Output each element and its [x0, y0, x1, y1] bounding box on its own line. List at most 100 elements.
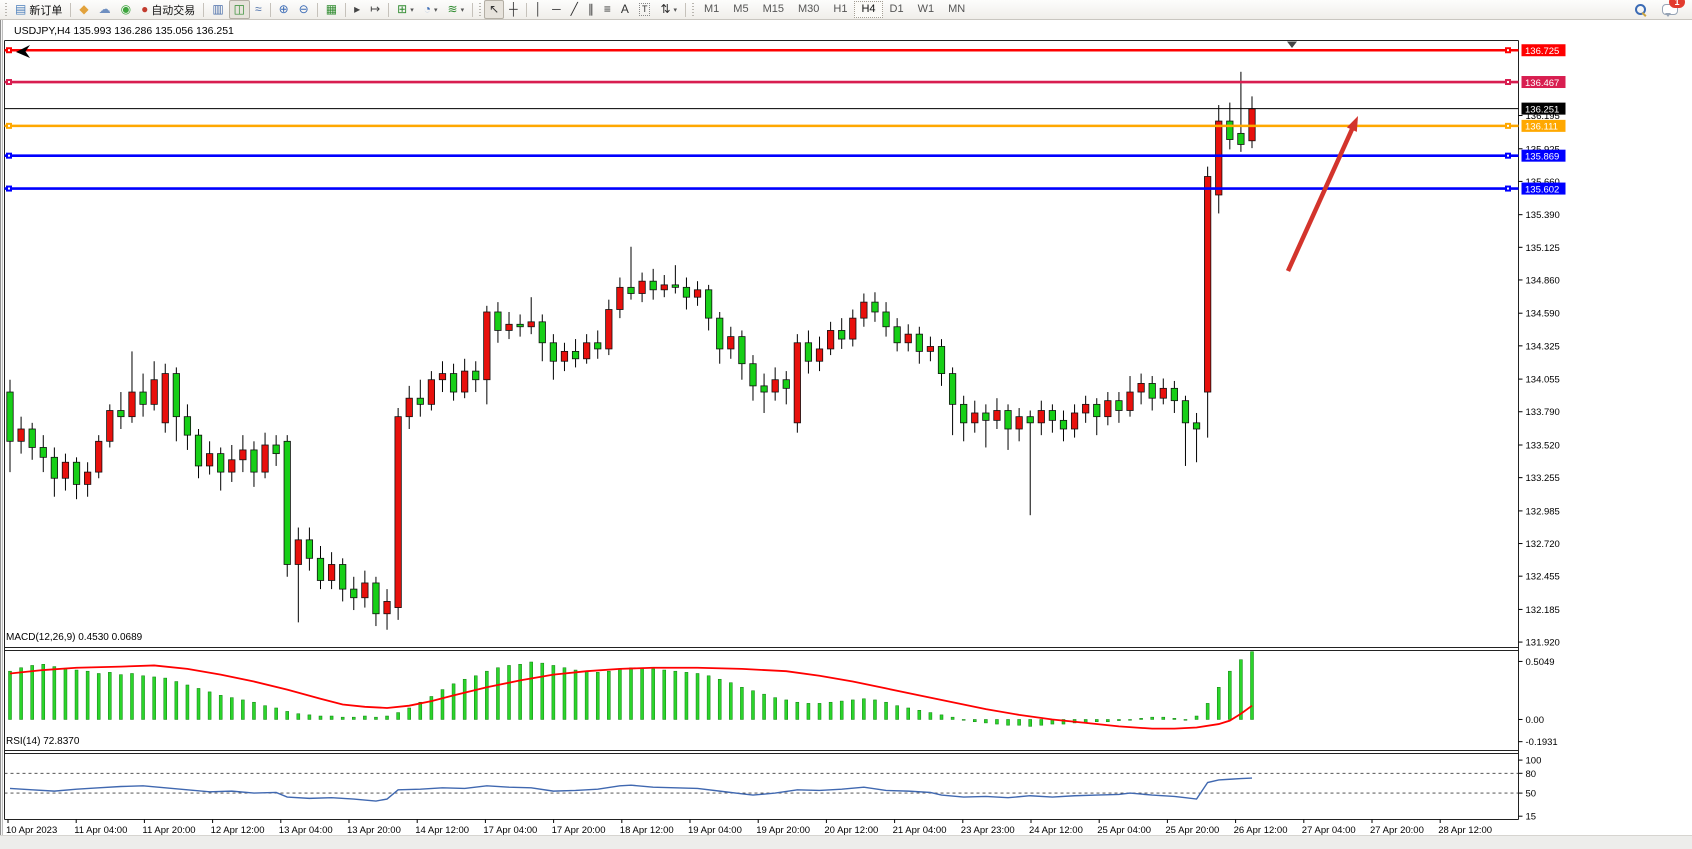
- price-badge-136.251: [1521, 102, 1566, 115]
- svg-text:11 Apr 04:00: 11 Apr 04:00: [74, 825, 127, 836]
- auto-scroll-button[interactable]: ▸: [349, 0, 365, 19]
- svg-text:14 Apr 12:00: 14 Apr 12:00: [415, 825, 469, 836]
- candlestick-chart-button-icon: ◫: [233, 2, 245, 16]
- signals-button[interactable]: ◉: [116, 0, 136, 19]
- timeframe-m30[interactable]: M30: [797, 3, 820, 15]
- macd-indicator-label: MACD(12,26,9) 0.4530 0.0689: [6, 632, 143, 643]
- bar-chart-button[interactable]: ▥: [207, 0, 228, 19]
- svg-text:136.467: 136.467: [1525, 78, 1559, 89]
- toolbar-group-new-objects: ⊞ ▾ ◔ ▾ ≋ ▾: [392, 0, 469, 19]
- toolbar-separator: [203, 2, 205, 17]
- text-button-icon: A: [620, 2, 629, 16]
- timeframe-m1[interactable]: M1: [704, 3, 720, 15]
- toolbar-group-chart-types: ▥ ◫ ≈: [207, 0, 266, 19]
- news-button-icon: ◆: [79, 2, 89, 16]
- svg-text:134.055: 134.055: [1526, 375, 1560, 386]
- time-axis: 10 Apr 2023 11 Apr 04:00 11 Apr 20:00 12 Ap…: [6, 819, 1492, 836]
- new-order-button[interactable]: ▤ 新订单: [10, 0, 67, 19]
- svg-text:0.00: 0.00: [1526, 715, 1545, 726]
- chat-button[interactable]: 1: [1662, 0, 1685, 18]
- news-button[interactable]: ◆: [74, 0, 93, 19]
- new-order-button-label: 新订单: [29, 4, 63, 17]
- svg-text:132.985: 132.985: [1526, 506, 1560, 517]
- svg-text:27 Apr 20:00: 27 Apr 20:00: [1370, 825, 1424, 836]
- svg-text:136.725: 136.725: [1525, 46, 1559, 57]
- price-badge-136.725: [1521, 44, 1566, 57]
- timeframe-w1[interactable]: W1: [917, 3, 935, 15]
- toolbar-group-timeframes: M1 M5 M15 M30 H1 H4 D1 W1 MN: [697, 0, 972, 19]
- timeframe-m15[interactable]: M15: [762, 3, 784, 15]
- indicators-button[interactable]: ≋ ▾: [443, 0, 470, 19]
- text-label-button[interactable]: T: [634, 0, 656, 19]
- publisher-button[interactable]: ☁: [94, 0, 116, 19]
- chart-shift-marker[interactable]: [1287, 41, 1297, 49]
- trend-arrow-annotation[interactable]: [1285, 116, 1358, 272]
- new-chart-button[interactable]: ⊞ ▾: [392, 0, 419, 19]
- equidistant-channel-button[interactable]: ∥: [583, 0, 599, 19]
- periods-button-icon: ◔: [423, 2, 431, 16]
- timeframe-mn[interactable]: MN: [948, 3, 966, 15]
- candlestick-chart-button[interactable]: ◫: [228, 0, 250, 19]
- toolbar-separator: [685, 2, 687, 17]
- svg-text:100: 100: [1526, 756, 1542, 767]
- svg-text:27 Apr 04:00: 27 Apr 04:00: [1302, 825, 1356, 836]
- horizontal-line-button[interactable]: ─: [547, 0, 566, 19]
- zoom-out-button[interactable]: ⊖: [294, 0, 314, 19]
- svg-text:19 Apr 20:00: 19 Apr 20:00: [756, 825, 810, 836]
- svg-text:18 Apr 12:00: 18 Apr 12:00: [620, 825, 674, 836]
- autotrading-button[interactable]: ● 自动交易: [136, 0, 200, 19]
- timeframe-h4[interactable]: H4: [854, 1, 883, 18]
- toolbar-group-windows: ▦: [321, 0, 342, 19]
- arrows-button[interactable]: ⇅ ▾: [655, 0, 682, 19]
- price-badge-136.111: [1521, 119, 1566, 132]
- search-icon[interactable]: [1634, 3, 1648, 17]
- new-chart-button-icon: ⊞: [397, 2, 408, 16]
- hline-136.725[interactable]: 136.725: [4, 44, 1566, 57]
- periods-button-dropdown-icon[interactable]: ▾: [433, 6, 438, 14]
- hline-135.869[interactable]: 135.869: [4, 149, 1566, 163]
- pane-frames: [4, 40, 1519, 820]
- indicators-button-dropdown-icon[interactable]: ▾: [460, 6, 465, 14]
- toolbar-separator: [70, 2, 72, 17]
- timeframe-d1[interactable]: D1: [889, 3, 904, 15]
- svg-text:11 Apr 20:00: 11 Apr 20:00: [142, 825, 195, 836]
- svg-text:132.185: 132.185: [1526, 605, 1560, 616]
- periods-button[interactable]: ◔ ▾: [419, 0, 443, 19]
- line-chart-button[interactable]: ≈: [250, 0, 267, 19]
- timeframe-h1[interactable]: H1: [833, 3, 848, 15]
- toolbar-right: 1: [1634, 0, 1692, 18]
- chart-window[interactable]: USDJPY,H4 135.993 136.286 135.056 136.25…: [0, 19, 1692, 849]
- toolbar-separator: [388, 2, 390, 17]
- macd-pane: 0.5049 0.00 -0.1931: [8, 651, 1558, 748]
- fibonacci-button[interactable]: ≡: [599, 0, 616, 19]
- new-chart-button-dropdown-icon[interactable]: ▾: [410, 6, 414, 14]
- crosshair-button[interactable]: ┼: [504, 0, 523, 19]
- svg-text:25 Apr 20:00: 25 Apr 20:00: [1165, 825, 1219, 836]
- svg-text:80: 80: [1526, 769, 1537, 780]
- svg-text:134.860: 134.860: [1526, 275, 1560, 286]
- chart-canvas[interactable]: 136.195135.925135.660135.390135.125134.8…: [0, 19, 1692, 849]
- trendline-button[interactable]: ╱: [566, 0, 583, 19]
- cursor-button-icon: ↖: [489, 2, 500, 16]
- toolbar-grip: [691, 3, 696, 16]
- chart-shift-button[interactable]: ↦: [365, 0, 385, 19]
- zoom-in-button[interactable]: ⊕: [274, 0, 294, 19]
- timeframe-m5[interactable]: M5: [733, 3, 749, 15]
- rsi-pane: 100 80 50 15: [4, 756, 1542, 823]
- hline-136.111[interactable]: 136.111: [4, 119, 1566, 133]
- svg-text:20 Apr 12:00: 20 Apr 12:00: [824, 825, 878, 836]
- hline-135.602[interactable]: 135.602: [4, 182, 1566, 196]
- cursor-button[interactable]: ↖: [484, 0, 505, 19]
- tile-windows-button[interactable]: ▦: [321, 0, 342, 19]
- tile-windows-button-icon: ▦: [325, 2, 338, 16]
- svg-text:26 Apr 12:00: 26 Apr 12:00: [1234, 825, 1288, 836]
- crosshair-button-icon: ┼: [509, 2, 518, 16]
- toolbar-group-draw-tools: │ ─ ╱ ∥ ≡ A T ⇅ ▾: [530, 0, 682, 19]
- text-button[interactable]: A: [616, 0, 634, 19]
- vertical-line-button[interactable]: │: [530, 0, 548, 19]
- arrows-button-dropdown-icon[interactable]: ▾: [673, 6, 678, 14]
- window-left-edge: [0, 19, 3, 849]
- svg-text:13 Apr 20:00: 13 Apr 20:00: [347, 825, 401, 836]
- hline-136.467[interactable]: 136.467: [4, 76, 1566, 89]
- rsi-line: [9, 777, 1253, 802]
